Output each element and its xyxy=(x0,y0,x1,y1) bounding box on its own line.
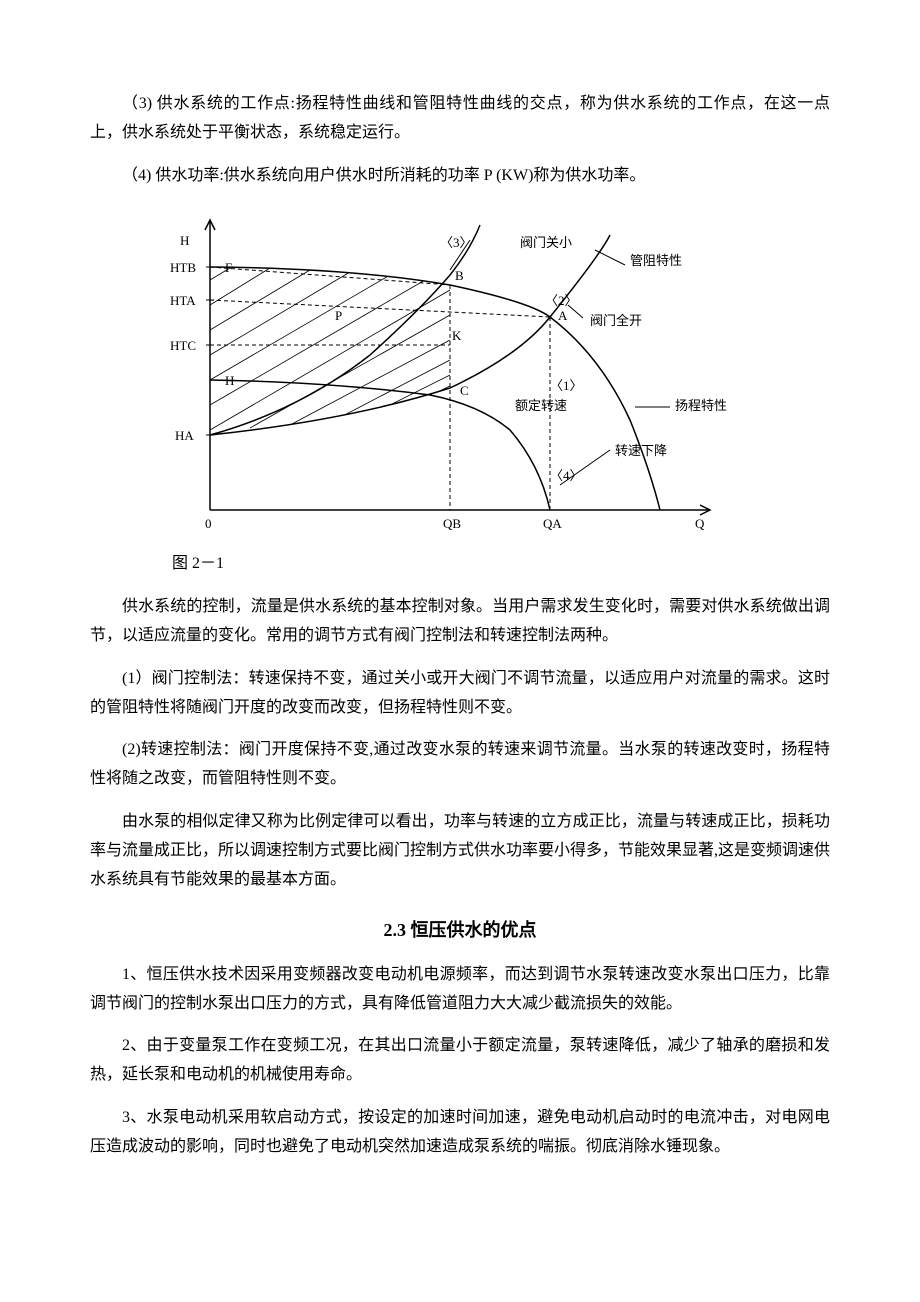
paragraph-summary: 由水泵的相似定律又称为比例定律可以看出，功率与转速的立方成正比，流量与转速成正比… xyxy=(90,808,830,894)
svg-text:阀门关小: 阀门关小 xyxy=(520,235,572,250)
svg-text:K: K xyxy=(452,328,462,343)
svg-text:阀门全开: 阀门全开 xyxy=(590,313,642,328)
svg-text:〈4〉: 〈4〉 xyxy=(550,468,583,483)
chart-caption: 图 2－1 xyxy=(140,550,830,579)
svg-text:QB: QB xyxy=(443,516,461,531)
svg-text:0: 0 xyxy=(205,516,212,531)
svg-text:HTC: HTC xyxy=(170,338,196,353)
svg-text:〈1〉: 〈1〉 xyxy=(550,378,583,393)
svg-text:H: H xyxy=(180,233,189,248)
advantage-2: 2、由于变量泵工作在变频工况，在其出口流量小于额定流量，泵转速降低，减少了轴承的… xyxy=(90,1032,830,1090)
svg-text:〈3〉: 〈3〉 xyxy=(440,235,473,250)
svg-text:P: P xyxy=(335,308,342,323)
svg-text:C: C xyxy=(460,383,469,398)
svg-text:HA: HA xyxy=(175,428,194,443)
svg-text:额定转速: 额定转速 xyxy=(515,398,567,413)
svg-text:Q: Q xyxy=(695,516,705,531)
svg-text:HTA: HTA xyxy=(170,293,196,308)
paragraph-3: （3) 供水系统的工作点:扬程特性曲线和管阻特性曲线的交点，称为供水系统的工作点… xyxy=(90,90,830,148)
chart-svg: HHTBHTAHTCHAQBQAQ0〈3〉阀门关小管阻特性〈2〉阀门全开〈1〉额… xyxy=(150,210,770,540)
pump-characteristics-chart: HHTBHTAHTCHAQBQAQ0〈3〉阀门关小管阻特性〈2〉阀门全开〈1〉额… xyxy=(150,210,830,540)
svg-text:〈2〉: 〈2〉 xyxy=(545,293,578,308)
advantage-3: 3、水泵电动机采用软启动方式，按设定的加速时间加速，避免电动机启动时的电流冲击，… xyxy=(90,1104,830,1162)
paragraph-intro: 供水系统的控制，流量是供水系统的基本控制对象。当用户需求发生变化时，需要对供水系… xyxy=(90,593,830,651)
paragraph-method2: (2)转速控制法：阀门开度保持不变,通过改变水泵的转速来调节流量。当水泵的转速改… xyxy=(90,736,830,794)
advantage-1: 1、恒压供水技术因采用变频器改变电动机电源频率，而达到调节水泵转速改变水泵出口压… xyxy=(90,961,830,1019)
section-title-2-3: 2.3 恒压供水的优点 xyxy=(90,914,830,946)
paragraph-4: （4) 供水功率:供水系统向用户供水时所消耗的功率 P (KW)称为供水功率。 xyxy=(90,162,830,191)
svg-text:转速下降: 转速下降 xyxy=(615,443,667,458)
svg-text:B: B xyxy=(455,268,464,283)
svg-text:H: H xyxy=(225,373,234,388)
svg-text:HTB: HTB xyxy=(170,260,196,275)
svg-text:QA: QA xyxy=(543,516,562,531)
paragraph-method1: (1）阀门控制法：转速保持不变，通过关小或开大阀门不调节流量，以适应用户对流量的… xyxy=(90,665,830,723)
svg-text:A: A xyxy=(558,308,568,323)
svg-text:管阻特性: 管阻特性 xyxy=(630,253,682,268)
svg-text:扬程特性: 扬程特性 xyxy=(675,398,727,413)
svg-text:F: F xyxy=(225,260,232,275)
